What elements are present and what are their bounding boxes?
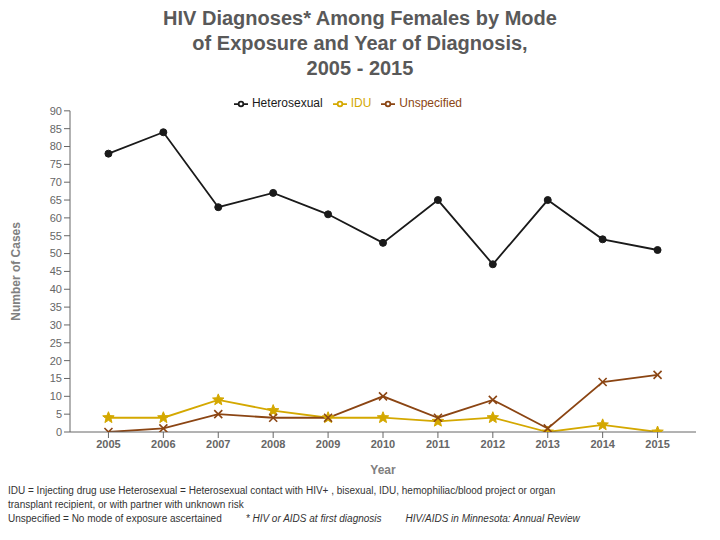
svg-text:2006: 2006 [151,438,175,450]
svg-text:2008: 2008 [261,438,285,450]
svg-text:10: 10 [50,390,62,402]
html-text:Unspecified = No mode of expos: Unspecified = No mode of exposure ascert… [8,513,222,524]
svg-text:2009: 2009 [316,438,340,450]
html-text:transplant recipient, or with: transplant recipient, or with partner wi… [8,499,244,510]
svg-text:25: 25 [50,337,62,349]
svg-text:0: 0 [56,426,62,438]
svg-text:Number of Cases: Number of Cases [9,222,23,321]
html-text:* HIV or AIDS at first diagnos: * HIV or AIDS at first diagnosis [245,513,382,524]
html-text:HIV Diagnoses* Among Females b: HIV Diagnoses* Among Females by Mode of … [163,7,557,79]
svg-text:5: 5 [56,408,62,420]
svg-text:80: 80 [50,140,62,152]
svg-text:15: 15 [50,372,62,384]
svg-text:2011: 2011 [426,438,450,450]
svg-text:60: 60 [50,212,62,224]
svg-text:2010: 2010 [371,438,395,450]
svg-text:75: 75 [50,158,62,170]
svg-text:90: 90 [50,105,62,117]
svg-text:55: 55 [50,230,62,242]
svg-text:45: 45 [50,265,62,277]
svg-text:Year: Year [370,463,396,477]
svg-text:2015: 2015 [645,438,669,450]
svg-text:85: 85 [50,123,62,135]
svg-text:2007: 2007 [206,438,230,450]
svg-text:40: 40 [50,283,62,295]
svg-text:30: 30 [50,319,62,331]
svg-text:2012: 2012 [481,438,505,450]
html-text:HIV/AIDS in Minnesota: Annual: HIV/AIDS in Minnesota: Annual Review [405,513,580,524]
html-text:IDU: IDU [350,96,372,110]
html-text:Heterosexual: Heterosexual [252,96,323,110]
svg-text:2005: 2005 [96,438,120,450]
svg-text:70: 70 [50,176,62,188]
html-text:IDU = Injecting drug use Heter: IDU = Injecting drug use Heterosexual = … [8,485,556,496]
svg-text:2013: 2013 [535,438,559,450]
svg-text:65: 65 [50,194,62,206]
svg-text:20: 20 [50,355,62,367]
svg-text:2014: 2014 [590,438,615,450]
svg-text:35: 35 [50,301,62,313]
svg-text:50: 50 [50,247,62,259]
html-text:Unspecified: Unspecified [399,96,462,110]
